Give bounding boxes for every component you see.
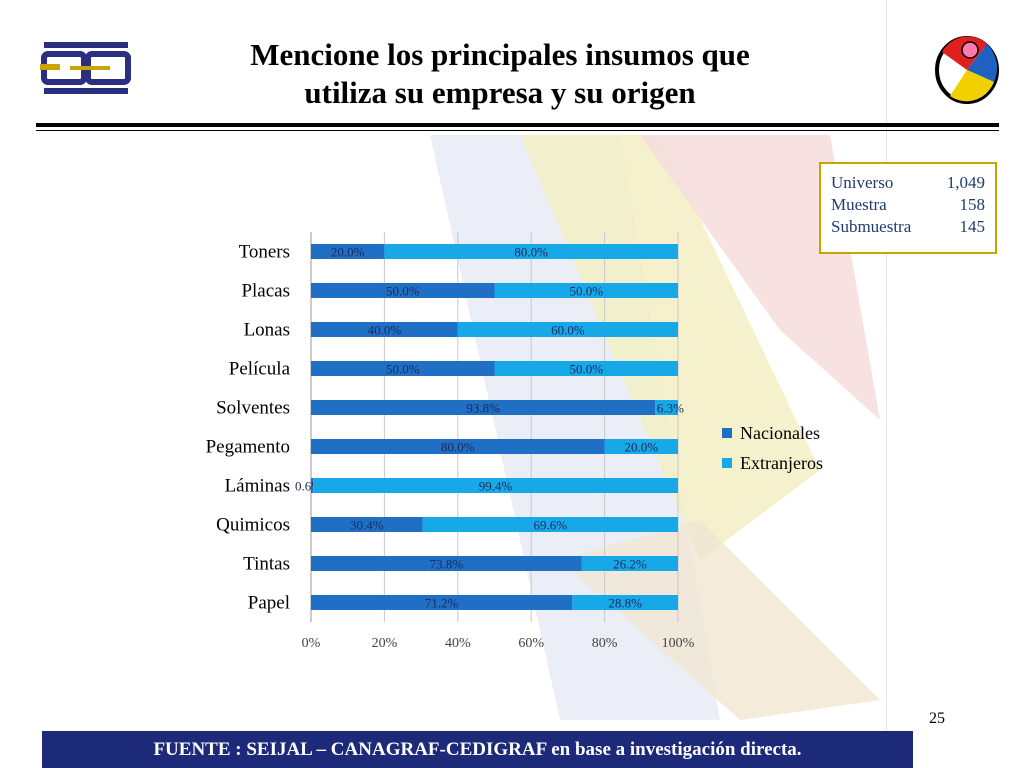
cedigraf-logo-icon bbox=[40, 42, 131, 94]
category-label: Lonas bbox=[244, 320, 290, 341]
x-tick-label: 80% bbox=[592, 636, 618, 651]
bar-extranjeros bbox=[494, 361, 678, 376]
bar-nacionales bbox=[311, 517, 423, 532]
legend-swatch-nacionales bbox=[722, 428, 732, 438]
data-label: 50.0% bbox=[386, 284, 420, 299]
bar-extranjeros bbox=[655, 400, 678, 415]
data-label: 73.8% bbox=[430, 557, 464, 572]
bar-nacionales bbox=[311, 244, 385, 259]
data-label: 80.0% bbox=[441, 440, 475, 455]
title-rule bbox=[36, 123, 999, 127]
category-label: Tintas bbox=[243, 554, 290, 575]
category-label: Película bbox=[229, 359, 291, 380]
title-line-2: utiliza su empresa y su origen bbox=[304, 75, 696, 110]
chart-legend: Nacionales Extranjeros bbox=[722, 418, 823, 478]
bar-nacionales bbox=[311, 361, 495, 376]
data-label: 28.8% bbox=[608, 596, 642, 611]
legend-swatch-extranjeros bbox=[722, 458, 732, 468]
page-number: 25 bbox=[929, 710, 945, 727]
bar-nacionales bbox=[311, 595, 573, 610]
data-label: 69.6% bbox=[533, 518, 567, 533]
bar-nacionales bbox=[311, 439, 605, 454]
bar-nacionales bbox=[311, 322, 458, 337]
bar-extranjeros bbox=[604, 439, 678, 454]
bar-extranjeros bbox=[384, 244, 678, 259]
data-label: 26.2% bbox=[613, 557, 647, 572]
data-label: 6.3% bbox=[657, 401, 684, 416]
category-label: Toners bbox=[239, 242, 290, 263]
data-label: 20.0% bbox=[625, 440, 659, 455]
data-label: 99.4% bbox=[479, 479, 513, 494]
category-label: Quimicos bbox=[216, 515, 290, 536]
x-tick-label: 100% bbox=[662, 636, 695, 651]
x-tick-label: 20% bbox=[372, 636, 398, 651]
page-title: Mencione los principales insumos que uti… bbox=[150, 36, 850, 112]
x-tick-label: 60% bbox=[518, 636, 544, 651]
bar-extranjeros bbox=[572, 595, 678, 610]
source-footer: FUENTE : SEIJAL – CANAGRAF-CEDIGRAF en b… bbox=[42, 731, 913, 768]
bar-nacionales bbox=[311, 400, 656, 415]
bar-extranjeros bbox=[494, 283, 678, 298]
info-value: 1,049 bbox=[946, 173, 985, 192]
bar-extranjeros bbox=[313, 478, 678, 493]
legend-item-extranjeros: Extranjeros bbox=[722, 448, 823, 478]
info-row-universo: Universo 1,049 bbox=[831, 172, 995, 194]
category-label: Láminas bbox=[225, 476, 290, 497]
category-label: Pegamento bbox=[206, 437, 290, 458]
category-label: Papel bbox=[248, 593, 290, 614]
data-label: 93.8% bbox=[466, 401, 500, 416]
category-label: Placas bbox=[241, 281, 290, 302]
legend-label: Extranjeros bbox=[740, 452, 823, 473]
bar-nacionales bbox=[311, 478, 314, 493]
info-value: 158 bbox=[959, 195, 986, 214]
right-border-line bbox=[886, 0, 887, 768]
stacked-bar-chart: 0% 20% 40% 60% 80% 100% Toners 20.0% 80.0% Placas… bbox=[206, 232, 695, 651]
data-label: 50.0% bbox=[569, 284, 603, 299]
data-label: 20.0% bbox=[331, 245, 365, 260]
info-row-submuestra: Submuestra 145 bbox=[831, 216, 995, 238]
data-label: 30.4% bbox=[350, 518, 384, 533]
bar-extranjeros bbox=[581, 556, 678, 571]
data-label: 50.0% bbox=[386, 362, 420, 377]
data-label: 71.2% bbox=[425, 596, 459, 611]
canagraf-logo-icon bbox=[935, 36, 999, 104]
legend-label: Nacionales bbox=[740, 422, 820, 443]
title-rule-thin bbox=[36, 130, 999, 131]
category-label: Solventes bbox=[216, 398, 290, 419]
data-label: 50.0% bbox=[569, 362, 603, 377]
info-label: Universo bbox=[831, 173, 894, 192]
title-line-1: Mencione los principales insumos que bbox=[250, 37, 750, 72]
info-label: Submuestra bbox=[831, 217, 912, 236]
legend-item-nacionales: Nacionales bbox=[722, 418, 823, 448]
data-label: 40.0% bbox=[368, 323, 402, 338]
info-value: 145 bbox=[959, 217, 986, 236]
sample-info-box: Universo 1,049 Muestra 158 Submuestra 14… bbox=[819, 162, 997, 254]
info-row-muestra: Muestra 158 bbox=[831, 194, 995, 216]
bar-nacionales bbox=[311, 283, 495, 298]
info-label: Muestra bbox=[831, 195, 887, 214]
bar-extranjeros bbox=[457, 322, 678, 337]
bar-nacionales bbox=[311, 556, 582, 571]
x-tick-label: 40% bbox=[445, 636, 471, 651]
x-tick-label: 0% bbox=[302, 636, 321, 651]
data-label: 60.0% bbox=[551, 323, 585, 338]
data-label: 80.0% bbox=[514, 245, 548, 260]
bar-extranjeros bbox=[422, 517, 678, 532]
